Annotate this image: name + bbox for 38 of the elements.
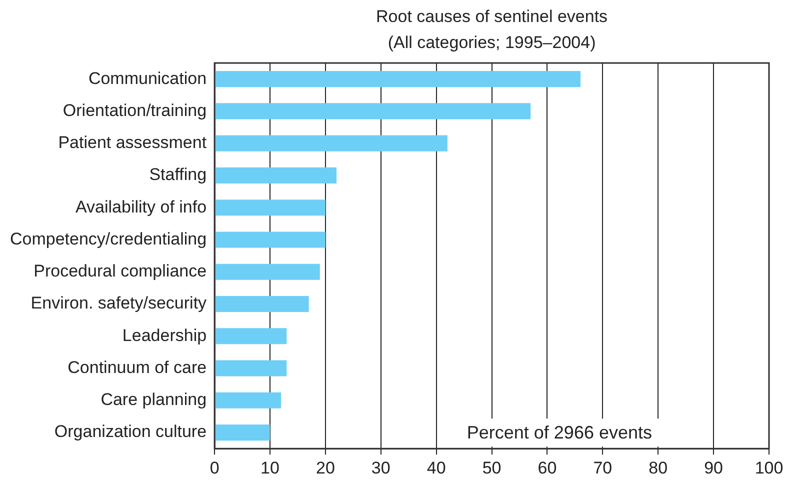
bar bbox=[215, 103, 531, 120]
annotation: Percent of 2966 events bbox=[466, 422, 652, 443]
y-tick-label: Communication bbox=[88, 68, 207, 88]
x-tick-label: 10 bbox=[260, 458, 280, 478]
x-tick-label: 90 bbox=[704, 458, 724, 478]
bar bbox=[215, 200, 326, 216]
x-tick-label: 80 bbox=[648, 458, 668, 478]
bar bbox=[215, 328, 287, 344]
x-tick-label: 20 bbox=[316, 458, 335, 478]
y-tick-label: Competency/credentialing bbox=[10, 229, 207, 248]
chart-subtitle: (All categories; 1995–2004) bbox=[388, 33, 596, 52]
y-tick-label: Leadership bbox=[122, 326, 207, 345]
bar bbox=[215, 71, 580, 88]
x-tick-label: 30 bbox=[371, 458, 390, 478]
y-tick-label: Continuum of care bbox=[68, 358, 207, 377]
bar bbox=[215, 135, 448, 152]
bar bbox=[215, 392, 282, 408]
chart-title: Root causes of sentinel events bbox=[376, 7, 608, 26]
y-tick-label: Organization culture bbox=[54, 422, 207, 442]
bar bbox=[215, 360, 287, 376]
x-tick-label: 60 bbox=[538, 458, 557, 478]
x-tick-label: 40 bbox=[426, 458, 446, 478]
bar bbox=[215, 167, 337, 184]
bar bbox=[215, 264, 320, 280]
x-tick-label: 100 bbox=[754, 458, 784, 478]
y-tick-label: Procedural compliance bbox=[34, 262, 207, 281]
bar bbox=[215, 424, 270, 441]
y-tick-label: Orientation/training bbox=[62, 100, 207, 120]
y-tick-label: Environ. safety/security bbox=[30, 294, 208, 313]
bar bbox=[215, 232, 326, 248]
y-tick-label: Patient assessment bbox=[58, 133, 207, 152]
y-tick-label: Staffing bbox=[149, 165, 207, 184]
x-tick-label: 50 bbox=[482, 458, 502, 478]
y-tick-label: Care planning bbox=[100, 390, 207, 410]
y-tick-label: Availability of info bbox=[76, 197, 207, 216]
x-tick-label: 0 bbox=[210, 458, 220, 478]
bar bbox=[215, 296, 309, 312]
x-tick-label: 70 bbox=[593, 458, 612, 478]
